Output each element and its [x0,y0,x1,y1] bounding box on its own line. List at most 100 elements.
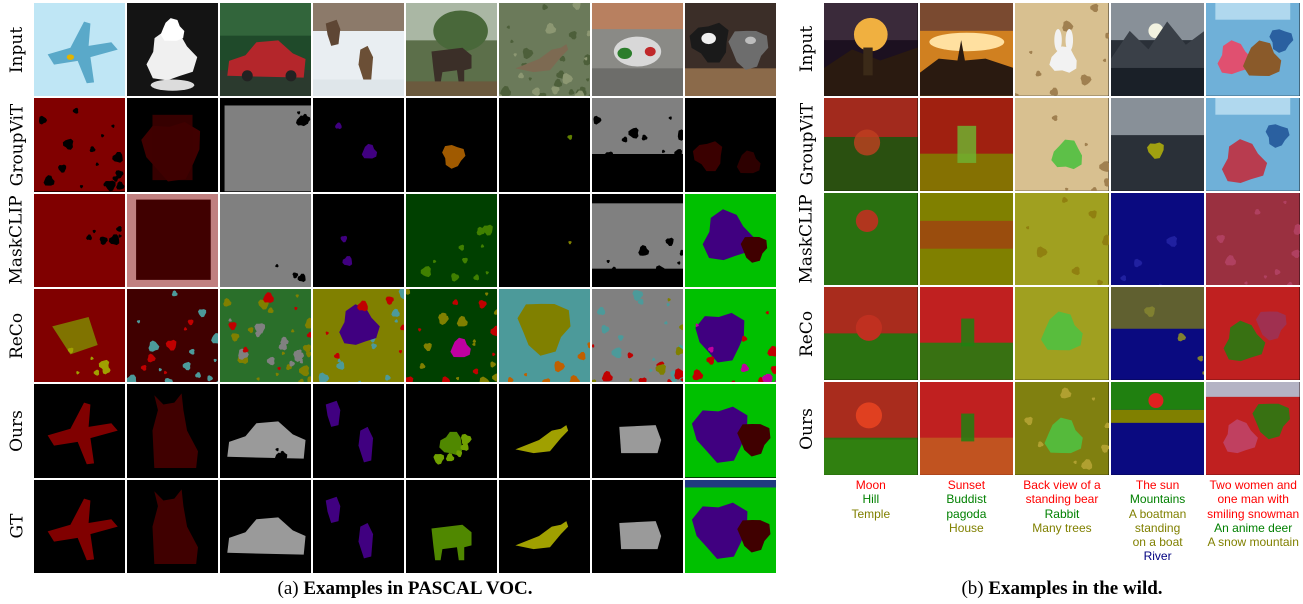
panel-a-gt-image [685,479,776,573]
panel-b-maskclip-image [919,192,1014,286]
panel-a-reco-image [592,289,683,383]
panel-b-caption-text: Examples in the wild. [988,578,1163,599]
panel-b-ours-image [1110,382,1205,475]
prompt-line: Back view of a [1023,478,1101,492]
panel-a-maskclip-image [499,193,590,287]
panel-b-row-label: GroupViT [792,98,822,191]
panel-a-gt-image [406,479,497,573]
prompt-column: Back view of a standing bear Rabbit Many tr… [1009,478,1115,535]
prompt-line: The sun [1135,478,1180,492]
panel-a-row-label: Ours [2,384,32,477]
panel-b-input-image [919,3,1014,96]
prompt-column: Sunset Buddist pagoda House [914,478,1020,535]
panel-a-maskclip-image [34,193,125,287]
panel-a-input-image [685,3,776,97]
panel-a-gt-image [313,479,404,573]
panel-a-reco-image [406,289,497,383]
panel-a-row-label-text: Input [7,26,28,73]
panel-a-groupvit-image [313,98,404,192]
prompt-line: one man with [1217,492,1289,507]
panel-a-reco-image [220,289,311,383]
panel-a-input-image [592,3,683,97]
panel-a-row-label-text: GroupViT [7,103,27,187]
panel-a-row-label: MaskCLIP [2,194,32,287]
panel-a-input-image [220,3,311,97]
panel-a-groupvit-image [406,98,497,192]
prompt-line: Mountains [1129,492,1186,507]
panel-b-maskclip-image [824,192,918,286]
panel-a-caption: (a) Examples in PASCAL VOC. [34,578,776,600]
panel-a-gt-image [220,479,311,573]
panel-b-groupvit-image [824,97,918,191]
panel-b-row-label-text: Input [797,26,818,73]
panel-b-image-grid [824,3,1300,475]
panel-a-maskclip-image [127,193,218,287]
panel-a-maskclip-image [313,193,404,287]
panel-b-row-label-text: GroupViT [797,102,817,186]
panel-a-row-label-text: ReCo [7,312,28,359]
prompt-line: Rabbit [1044,506,1080,521]
prompt-line: Two women and [1209,478,1297,492]
panel-b-input-image [1206,3,1300,96]
panel-a-row-label: ReCo [2,289,32,382]
panel-b-input-image [1015,3,1109,96]
prompt-column: The sun Mountains A boatman standing on a bo… [1105,478,1211,564]
prompt-line: standing [1134,520,1181,535]
panel-a-ours-image [220,384,311,478]
panel-a-groupvit-image [685,98,776,192]
panel-a-gt-image [34,479,125,573]
panel-a-reco-image [127,289,218,383]
panel-b-input-image [1110,3,1205,96]
panel-a-ours-image [592,384,683,478]
panel-a-input-image [34,3,125,97]
prompt-line: House [949,520,984,535]
panel-b-groupvit-image [1110,97,1205,191]
panel-a-gt-image [592,479,683,573]
panel-a-caption-prefix: (a) [277,578,299,599]
panel-a-row-label: GroupViT [2,98,32,191]
panel-a-ours-image [313,384,404,478]
panel-a-ours-image [685,384,776,478]
panel-b-ours-image [1015,382,1109,475]
panel-a-ours-image [34,384,125,478]
panel-b-maskclip-image [1015,192,1109,286]
panel-b-reco-image [1110,287,1205,381]
panel-a-maskclip-image [220,193,311,287]
panel-b-groupvit-image [919,97,1014,191]
panel-b-reco-image [919,287,1014,381]
panel-a-row-label: Input [2,3,32,96]
panel-a-input-image [406,3,497,97]
panel-b-ours-image [824,382,918,475]
panel-a-row-label: GT [2,480,32,573]
panel-b-row-label: ReCo [792,287,822,380]
prompt-line: Sunset [947,478,986,492]
panel-a-input-image [313,3,404,97]
panel-b-reco-image [1015,287,1109,381]
panel-a-input-image [499,3,590,97]
panel-a-groupvit-image [592,98,683,192]
panel-a-gt-image [499,479,590,573]
prompt-line: Buddist [946,492,987,507]
panel-b-caption-prefix: (b) [961,578,984,599]
panel-b-input-image [824,3,918,96]
prompt-line: pagoda [946,506,987,521]
panel-a-groupvit-image [127,98,218,192]
panel-b-reco-image [1206,287,1300,381]
prompt-column: Moon Hill Temple [818,478,924,521]
panel-a-ours-image [127,384,218,478]
panel-b-ours-image [1206,382,1300,475]
prompt-line: An anime deer [1214,520,1293,535]
panel-a-input-image [127,3,218,97]
panel-b-caption: (b) Examples in the wild. [824,578,1300,600]
panel-a-groupvit-image [499,98,590,192]
prompt-line: smiling snowman [1207,506,1300,521]
panel-a-row-label-text: GT [6,513,27,539]
prompt-column: Two women and one man with smiling snowman… [1200,478,1303,549]
panel-b-reco-image [824,287,918,381]
panel-a-reco-image [34,289,125,383]
panel-b-row-label-text: Ours [797,407,817,450]
panel-a-reco-image [685,289,776,383]
panel-b-row-label: Ours [792,382,822,475]
prompt-line: A boatman [1128,506,1187,521]
prompt-line: standing bear [1025,492,1099,507]
